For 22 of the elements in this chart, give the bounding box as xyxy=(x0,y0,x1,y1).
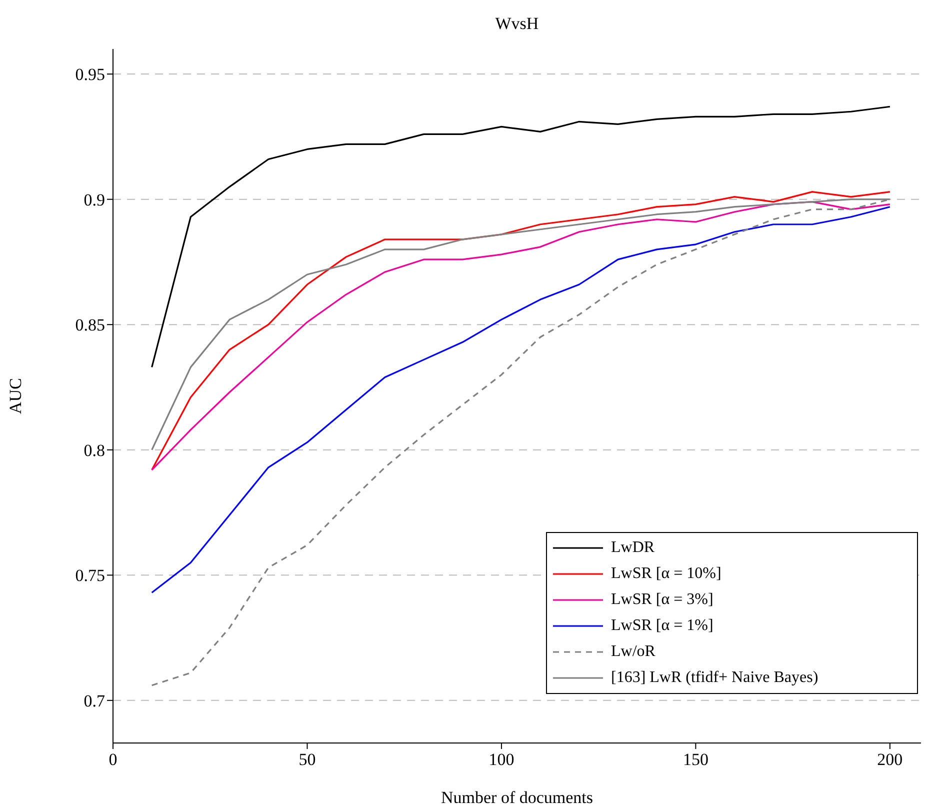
line-series xyxy=(151,106,891,368)
x-tick-label: 150 xyxy=(682,750,708,770)
y-tick-label: 0.7 xyxy=(84,691,106,710)
y-axis-title: AUC xyxy=(6,378,26,414)
legend-label: [163] LwR (tfidf+ Naive Bayes) xyxy=(611,669,820,687)
legend-label: Lw/oR xyxy=(611,643,656,661)
y-tick-label: 0.85 xyxy=(75,316,105,335)
x-tick-label: 100 xyxy=(488,750,514,770)
y-tick-label: 0.8 xyxy=(84,440,105,460)
y-tick-label: 0.95 xyxy=(75,65,105,84)
x-tick-label: 50 xyxy=(298,750,316,770)
y-tick-label: 0.75 xyxy=(75,566,105,586)
x-tick-label: 0 xyxy=(108,750,118,770)
legend-label: LwSR [α = 1%] xyxy=(611,617,714,635)
line-series xyxy=(151,206,891,594)
x-tick-label: 200 xyxy=(877,750,903,770)
legend-label: LwDR xyxy=(611,539,656,557)
legend-label: LwSR [α = 10%] xyxy=(611,565,722,583)
y-tick-label: 0.9 xyxy=(84,190,105,210)
legend-label: LwSR [α = 3%] xyxy=(611,591,714,609)
chart-title: WvsH xyxy=(494,14,540,34)
x-axis-title: Number of documents xyxy=(440,788,594,807)
